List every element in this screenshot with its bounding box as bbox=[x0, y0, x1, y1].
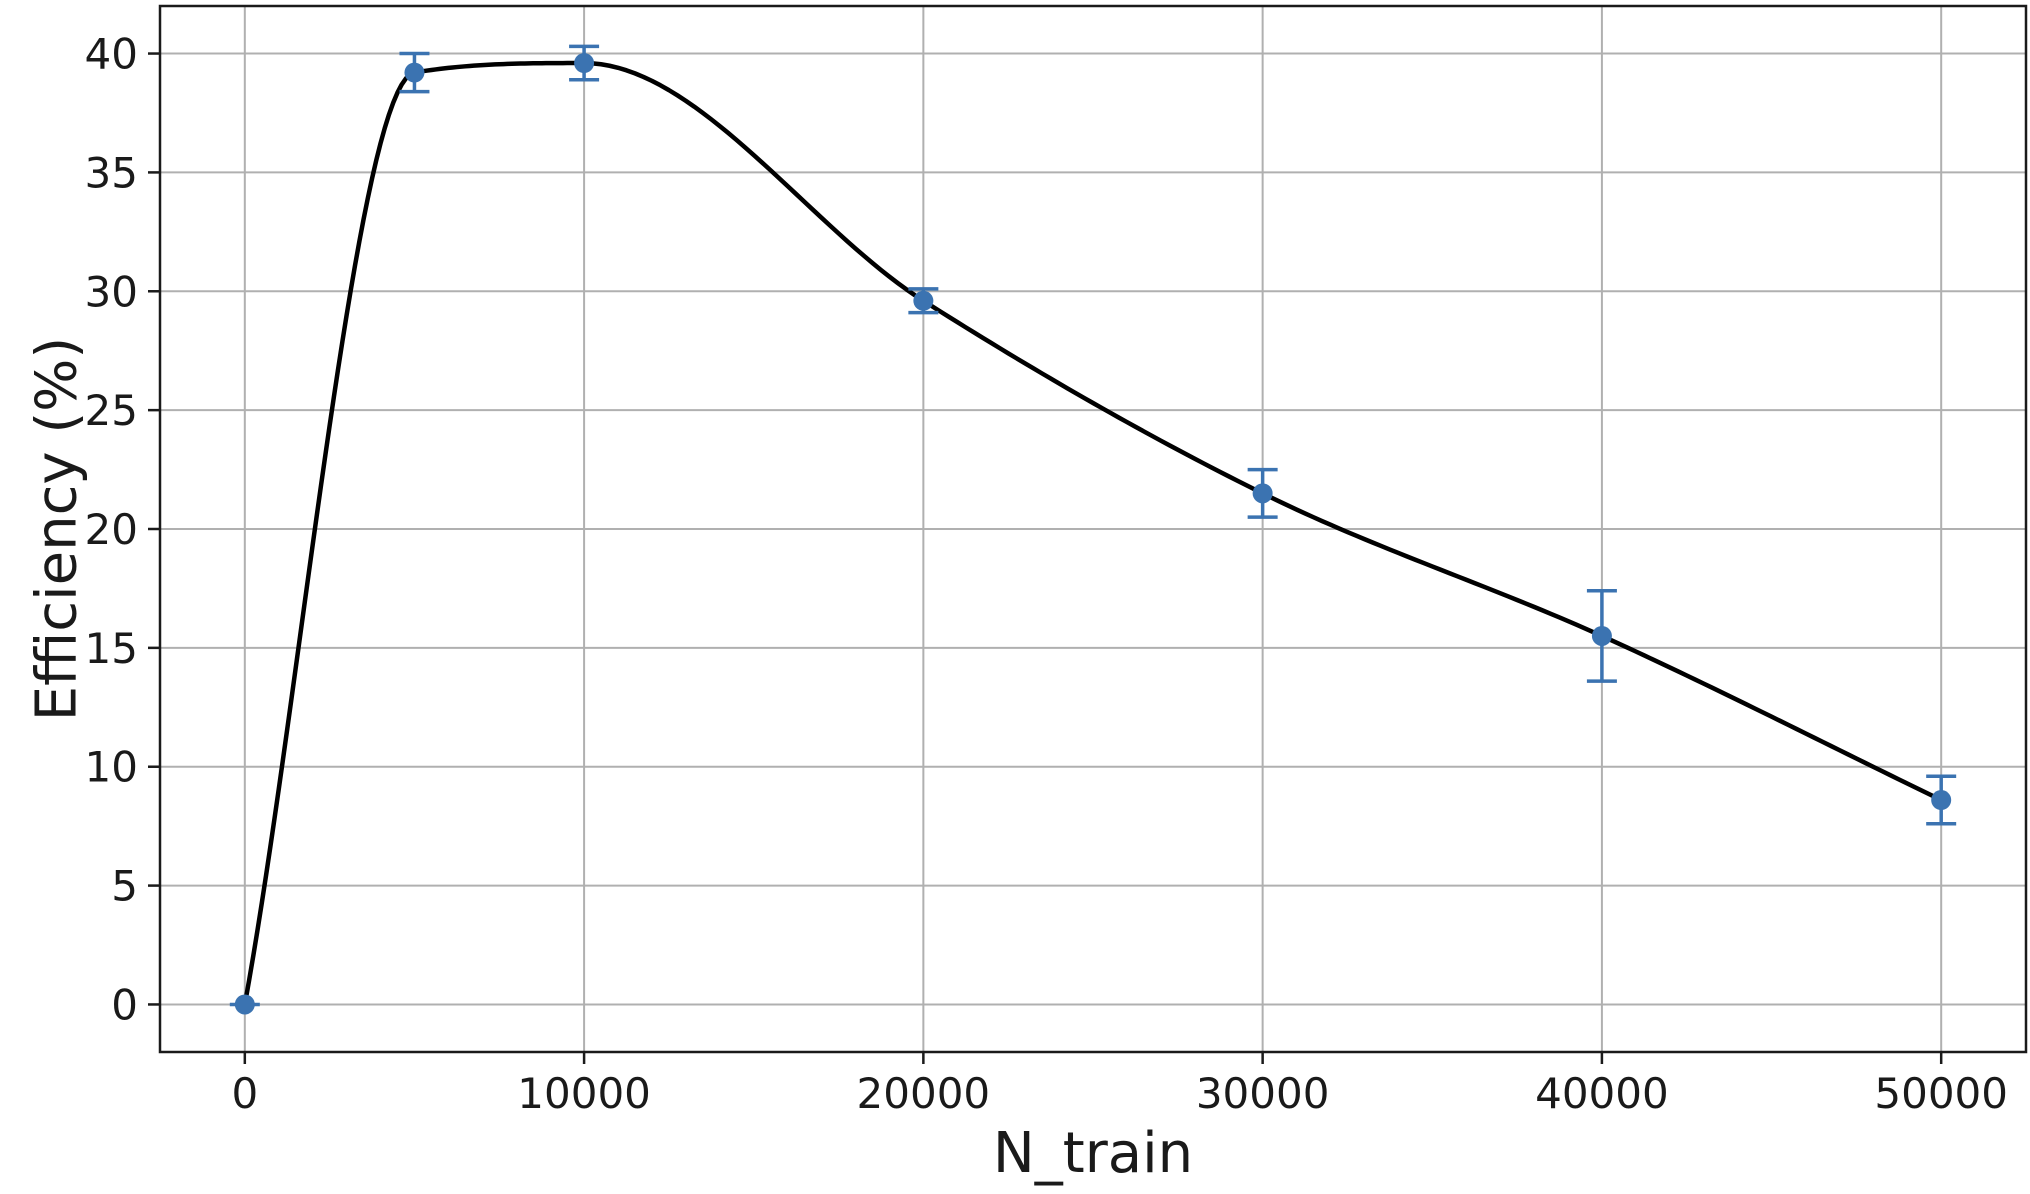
y-tick-label: 10 bbox=[85, 743, 138, 792]
y-tick-label: 30 bbox=[85, 267, 138, 316]
y-tick-label: 20 bbox=[85, 505, 138, 554]
data-point bbox=[1931, 790, 1952, 811]
fit-curve-line bbox=[242, 60, 1943, 1005]
x-axis-title: N_train bbox=[993, 1121, 1193, 1186]
y-tick-label: 0 bbox=[111, 980, 138, 1029]
x-tick-label: 20000 bbox=[857, 1069, 991, 1118]
data-point bbox=[1252, 483, 1273, 504]
data-point bbox=[1591, 625, 1612, 646]
y-tick-label: 5 bbox=[111, 862, 138, 911]
data-point bbox=[234, 994, 255, 1015]
data-point bbox=[404, 62, 425, 83]
y-tick-label: 25 bbox=[85, 386, 138, 435]
x-tick-label: 30000 bbox=[1196, 1069, 1330, 1118]
y-axis-title: Efficiency (%) bbox=[25, 337, 90, 721]
curve-layer bbox=[242, 60, 1943, 1005]
data-point bbox=[913, 290, 934, 311]
y-tick-label: 15 bbox=[85, 624, 138, 673]
x-tick-label: 40000 bbox=[1535, 1069, 1669, 1118]
tick-layer: 0 10000 20000 30000 40000 50000 0 5 10 15 20 25 30 35… bbox=[85, 30, 2008, 1118]
x-tick-label: 50000 bbox=[1874, 1069, 2008, 1118]
x-tick-label: 0 bbox=[231, 1069, 258, 1118]
grid-layer bbox=[160, 6, 2026, 1052]
x-tick-label: 10000 bbox=[517, 1069, 651, 1118]
y-tick-label: 40 bbox=[85, 30, 138, 79]
data-point bbox=[574, 53, 595, 74]
y-tick-label: 35 bbox=[85, 148, 138, 197]
point-layer bbox=[229, 44, 1957, 1015]
